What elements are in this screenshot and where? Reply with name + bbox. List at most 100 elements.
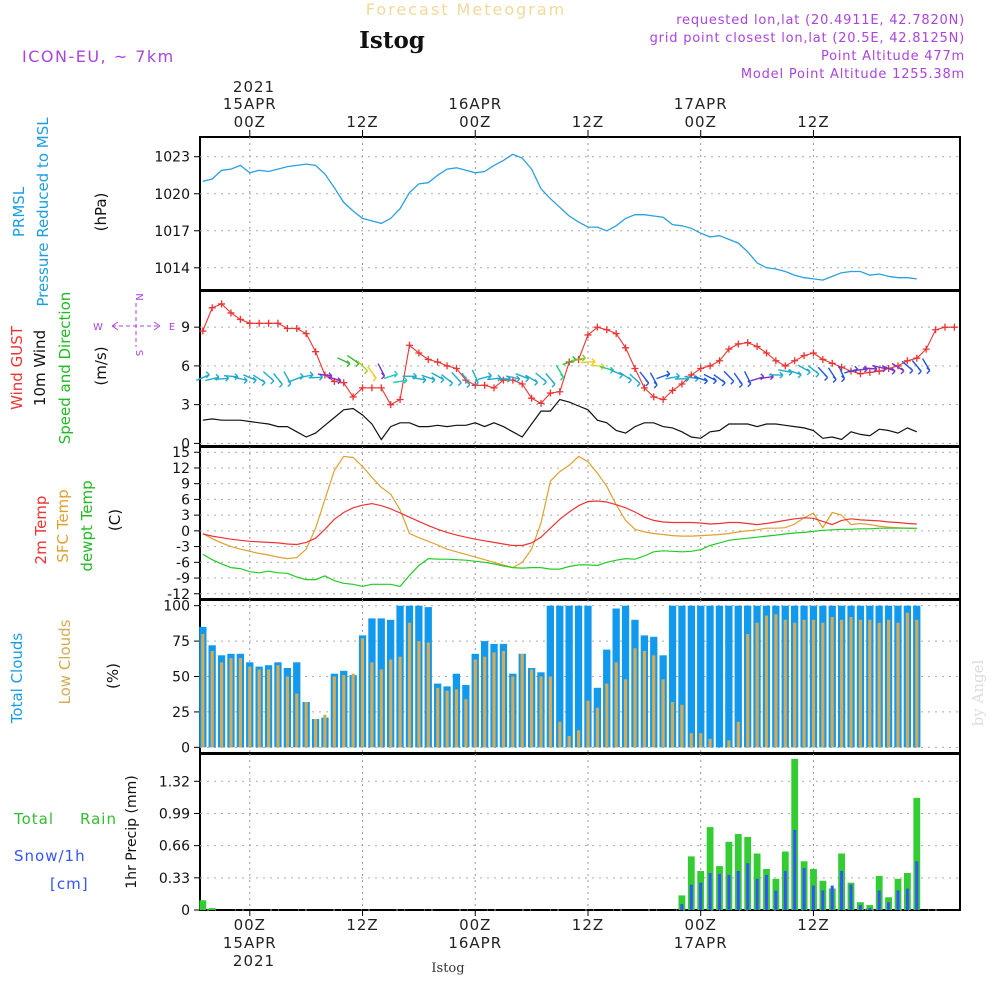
snow-bar [915, 861, 919, 911]
wind-direction-arrow [383, 370, 398, 380]
low-cloud-bar [586, 700, 590, 748]
wind-direction-arrow [817, 366, 829, 381]
top-hour-label: 00Z [234, 113, 266, 131]
low-cloud-bar [220, 662, 224, 748]
wind-direction-arrow [367, 366, 377, 382]
sfc-temp-label: SFC Temp [54, 489, 72, 562]
low-cloud-bar [323, 714, 327, 748]
wind-direction-arrow [723, 370, 735, 385]
gust-point-marker [434, 358, 442, 366]
y-tick-label: 12 [172, 461, 190, 477]
wind-direction-arrow [629, 373, 641, 388]
gust-point-marker [452, 365, 460, 372]
gust-point-marker [903, 357, 911, 365]
gust-point-marker [669, 386, 677, 394]
wind-direction-arrow [327, 376, 342, 385]
low-cloud-bar [802, 619, 806, 748]
low-cloud-bar [699, 733, 703, 748]
wind-direction-arrow [252, 374, 266, 387]
gust-point-marker [734, 340, 742, 348]
gust-point-marker [932, 326, 940, 334]
low-cloud-bar [295, 693, 299, 748]
gust-point-marker [725, 345, 733, 353]
compass-east: E [169, 322, 175, 333]
gust-point-marker [293, 324, 301, 332]
low-cloud-bar [501, 651, 505, 748]
wind-direction-arrow [545, 373, 556, 388]
low-clouds-label: Low Clouds [56, 619, 74, 704]
pressure-panel: 1014 1017 1020 1023 PRMSL Pressure Reduced … [10, 117, 960, 307]
pressure-label-name: PRMSL [10, 186, 28, 237]
gust-point-marker [349, 393, 357, 401]
y-tick-label: 0 [181, 436, 190, 452]
snow-bar [746, 863, 750, 910]
bottom-hour-label: 00Z [459, 916, 491, 934]
low-cloud-bar [821, 622, 825, 748]
wind-direction-arrow [750, 373, 765, 382]
low-cloud-bar [530, 669, 534, 748]
wind-direction-arrow [471, 369, 479, 387]
wind-direction-arrow [196, 371, 210, 381]
low-cloud-bar [840, 619, 844, 748]
gust-point-marker [377, 384, 385, 392]
wind-direction-arrow [733, 372, 743, 388]
snow-bar [858, 905, 862, 910]
y-tick-label: 75 [172, 634, 190, 650]
wind-direction-arrow [273, 372, 283, 388]
grid-point-coords: grid point closest lon,lat (20.5E, 42.81… [650, 31, 965, 46]
low-cloud-bar [548, 676, 552, 748]
pressure-y-ticks: 1014 1017 1020 1023 [154, 150, 960, 277]
snow-bar [821, 890, 825, 910]
gust-point-marker [246, 319, 254, 327]
snow-bar [896, 890, 900, 910]
wind10-label: 10m Wind [31, 330, 49, 406]
compass-north: N [133, 293, 144, 300]
low-cloud-bar [473, 659, 477, 748]
gust-point-marker [255, 319, 263, 327]
low-cloud-bar [811, 619, 816, 748]
model-name: ICON-EU, ~ 7km [22, 47, 175, 66]
wind-direction-arrow [451, 371, 462, 387]
low-cloud-bar [793, 622, 797, 748]
low-cloud-bar [774, 614, 778, 748]
snow-bar [689, 884, 693, 910]
snow-bar [708, 873, 712, 910]
top-hour-label: 12Z [346, 113, 378, 131]
low-cloud-bar [605, 683, 609, 748]
low-cloud-bar [360, 638, 365, 748]
y-tick-label: 0 [181, 740, 190, 756]
sfc-temp-series-line [202, 455, 917, 569]
bottom-year-label: 2021 [233, 952, 275, 970]
low-cloud-bar [398, 656, 402, 748]
compass-rose: N S W E [93, 293, 175, 356]
low-cloud-bar [783, 619, 787, 748]
total-cloud-bar [706, 605, 714, 748]
total-cloud-bar [725, 605, 733, 748]
wind-direction-arrow [649, 372, 658, 389]
top-year-label: 2021 [233, 78, 275, 96]
snow-bar [727, 874, 731, 910]
low-cloud-bar [915, 619, 919, 748]
wind-direction-arrow [377, 363, 386, 380]
wind-direction-arrow [743, 370, 752, 388]
gust-point-marker [396, 396, 404, 403]
gust-point-marker [631, 365, 639, 372]
top-hour-label: 12Z [572, 113, 604, 131]
y-tick-label: 6 [181, 359, 190, 375]
wind-gust-label: Wind GUST [8, 325, 26, 410]
snow-label: Snow/1h [14, 847, 86, 865]
dewpt-label: dewpt Temp [78, 480, 96, 571]
wind-direction-arrow [838, 365, 846, 383]
total-cloud-bar [565, 605, 573, 748]
wind-unit: (m/s) [92, 346, 110, 385]
rain-bar [913, 797, 921, 910]
total-clouds-label: Total Clouds [8, 633, 26, 725]
point-altitude: Point Altitude 477m [821, 49, 965, 64]
wind-direction-arrow [881, 365, 896, 375]
rain-bar [199, 900, 207, 911]
gust-point-marker [481, 381, 489, 389]
bottom-hour-label: 12Z [572, 916, 604, 934]
gust-point-marker [236, 315, 244, 323]
